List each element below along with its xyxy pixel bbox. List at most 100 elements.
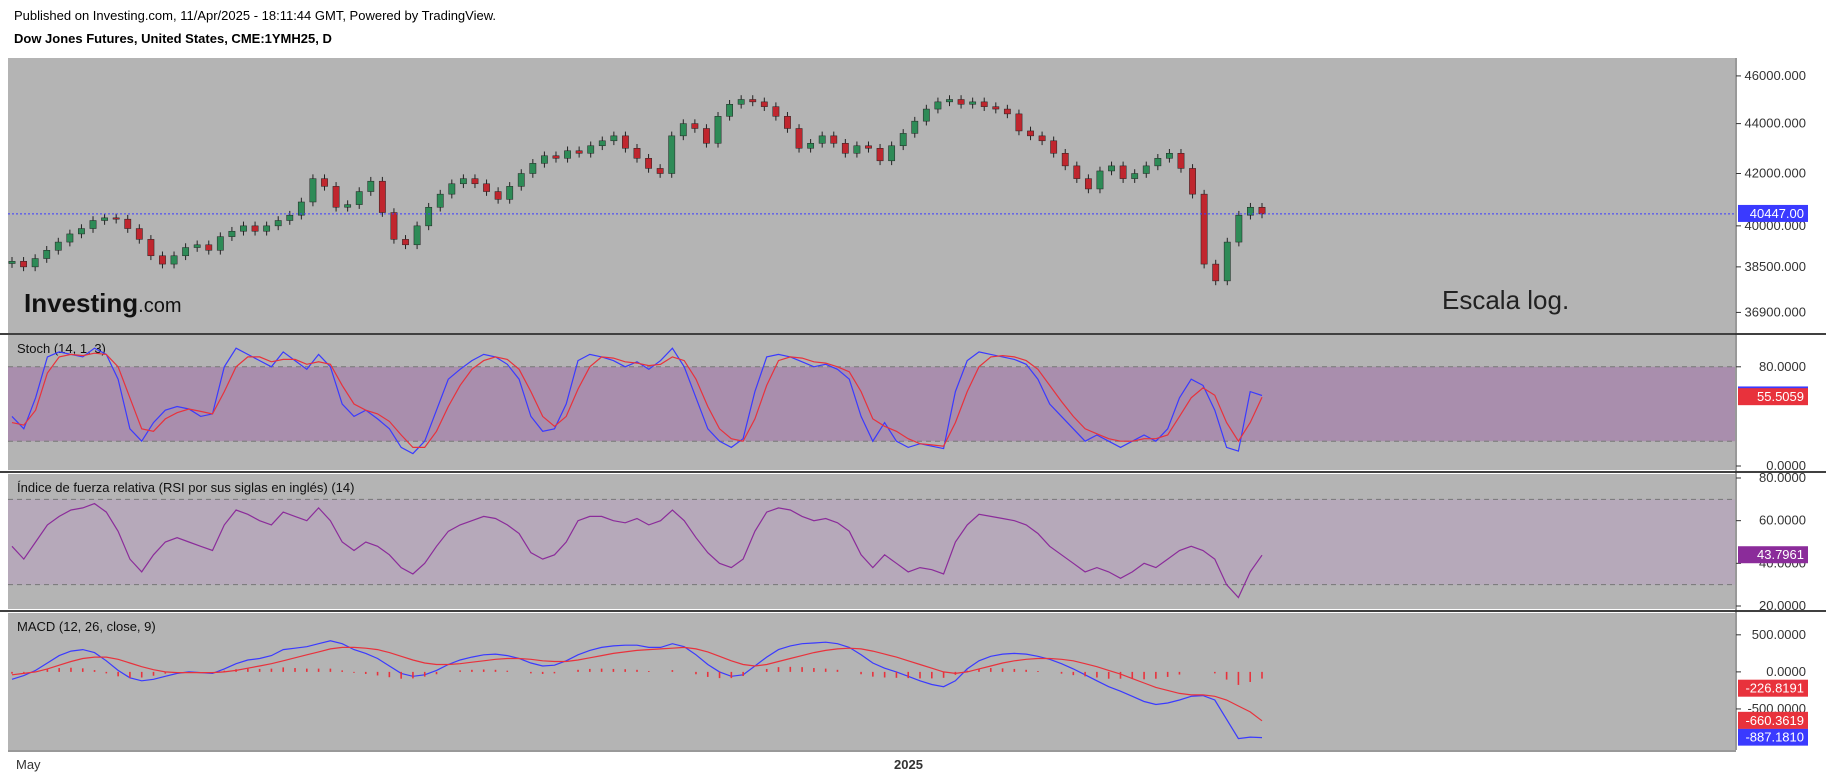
last-price-tag: 40447.00 — [1750, 206, 1804, 221]
candle — [1142, 165, 1150, 174]
macd-tick-1: 0.0000 — [1766, 664, 1806, 679]
candle — [1247, 206, 1254, 216]
candle — [147, 239, 155, 257]
candle — [760, 101, 768, 107]
macd-tick-0: 500.0000 — [1752, 627, 1806, 642]
price-tick-1: 44000.000 — [1745, 116, 1806, 131]
candle — [1096, 170, 1104, 190]
candle — [772, 106, 780, 117]
candle — [668, 135, 676, 174]
candle — [529, 163, 537, 174]
x-label-may: May — [16, 757, 41, 772]
macd-value-tag-1-bg — [1738, 711, 1808, 729]
logo-brand: Investing — [24, 288, 138, 318]
candle — [286, 214, 294, 221]
macd-value-tag-0-bg — [1738, 728, 1808, 746]
candle — [610, 135, 618, 142]
candle — [957, 99, 965, 105]
candle — [876, 148, 884, 162]
price-series-layer — [8, 95, 1736, 286]
candle — [795, 128, 803, 149]
candle — [726, 104, 733, 117]
candle — [251, 225, 259, 232]
candle — [564, 150, 571, 159]
candle — [575, 150, 583, 154]
candle — [263, 225, 271, 232]
candle — [31, 258, 39, 268]
candle — [541, 155, 548, 164]
candle — [934, 101, 942, 110]
candle — [645, 158, 652, 169]
candle — [494, 191, 502, 200]
candle — [818, 135, 826, 144]
candle — [436, 193, 444, 208]
candle — [517, 173, 525, 187]
stoch-series-layer — [8, 347, 1735, 455]
rsi-value-tag-0: 43.7961 — [1757, 547, 1804, 562]
candle — [135, 228, 143, 240]
candle — [1027, 130, 1034, 137]
macd-value-tag-0: -887.1810 — [1745, 730, 1804, 745]
candle — [112, 217, 120, 220]
candle — [89, 220, 97, 229]
candle — [321, 178, 328, 187]
candle — [587, 145, 595, 154]
price-axis-layer: 46000.00044000.00042000.00040000.0003850… — [1736, 68, 1808, 746]
candle — [101, 217, 108, 221]
scale-note: Escala log. — [1442, 285, 1569, 315]
stoch-value-tag-1: 55.5059 — [1757, 389, 1804, 404]
candle — [888, 145, 896, 162]
rsi-series-layer — [8, 498, 1735, 599]
investing-logo: Investing.com — [24, 288, 181, 318]
candle — [830, 135, 838, 144]
candle — [598, 140, 606, 147]
logo-suffix: .com — [138, 295, 181, 317]
candle — [413, 225, 421, 246]
candle — [911, 120, 919, 134]
candle — [425, 206, 433, 227]
candle — [506, 186, 514, 200]
candle — [8, 261, 16, 264]
candle — [1084, 178, 1092, 190]
candle — [992, 106, 1000, 110]
candle — [367, 180, 375, 192]
candle — [1073, 165, 1081, 179]
candle — [170, 255, 178, 265]
candle — [1061, 153, 1069, 167]
candle — [552, 155, 560, 159]
candle — [737, 99, 745, 105]
published-note: Published on Investing.com, 11/Apr/2025 … — [14, 8, 497, 23]
candle — [622, 135, 629, 149]
candle — [297, 201, 305, 216]
stoch-line-1 — [11, 352, 1263, 448]
candle — [66, 233, 74, 243]
candle — [679, 123, 687, 137]
candle — [656, 168, 664, 174]
candle — [390, 212, 398, 240]
candle — [1108, 165, 1115, 172]
price-pane[interactable] — [8, 58, 1735, 333]
candle — [43, 250, 51, 259]
rsi-title: Índice de fuerza relativa (RSI por sus s… — [17, 480, 354, 495]
price-tick-2: 42000.000 — [1745, 166, 1806, 181]
band-fill — [8, 499, 1735, 585]
candle — [205, 244, 213, 251]
stoch-tick-0: 80.0000 — [1759, 359, 1806, 374]
candle — [1119, 165, 1127, 179]
stoch-tick-1: 0.0000 — [1766, 458, 1806, 473]
last-price-tag-bg — [1738, 204, 1808, 222]
macd-line-0 — [11, 640, 1263, 740]
candle — [899, 133, 907, 147]
price-tick-0: 46000.000 — [1745, 68, 1806, 83]
candle — [332, 186, 340, 208]
candle — [54, 241, 62, 251]
rsi-tick-1: 60.0000 — [1759, 513, 1806, 528]
candle — [691, 123, 699, 129]
rsi-tick-0: 80.0000 — [1759, 470, 1806, 485]
instrument-title: Dow Jones Futures, United States, CME:1Y… — [14, 31, 332, 46]
candle — [969, 101, 977, 105]
candle — [459, 178, 467, 185]
macd-pane[interactable] — [8, 613, 1735, 750]
candle — [274, 220, 282, 227]
